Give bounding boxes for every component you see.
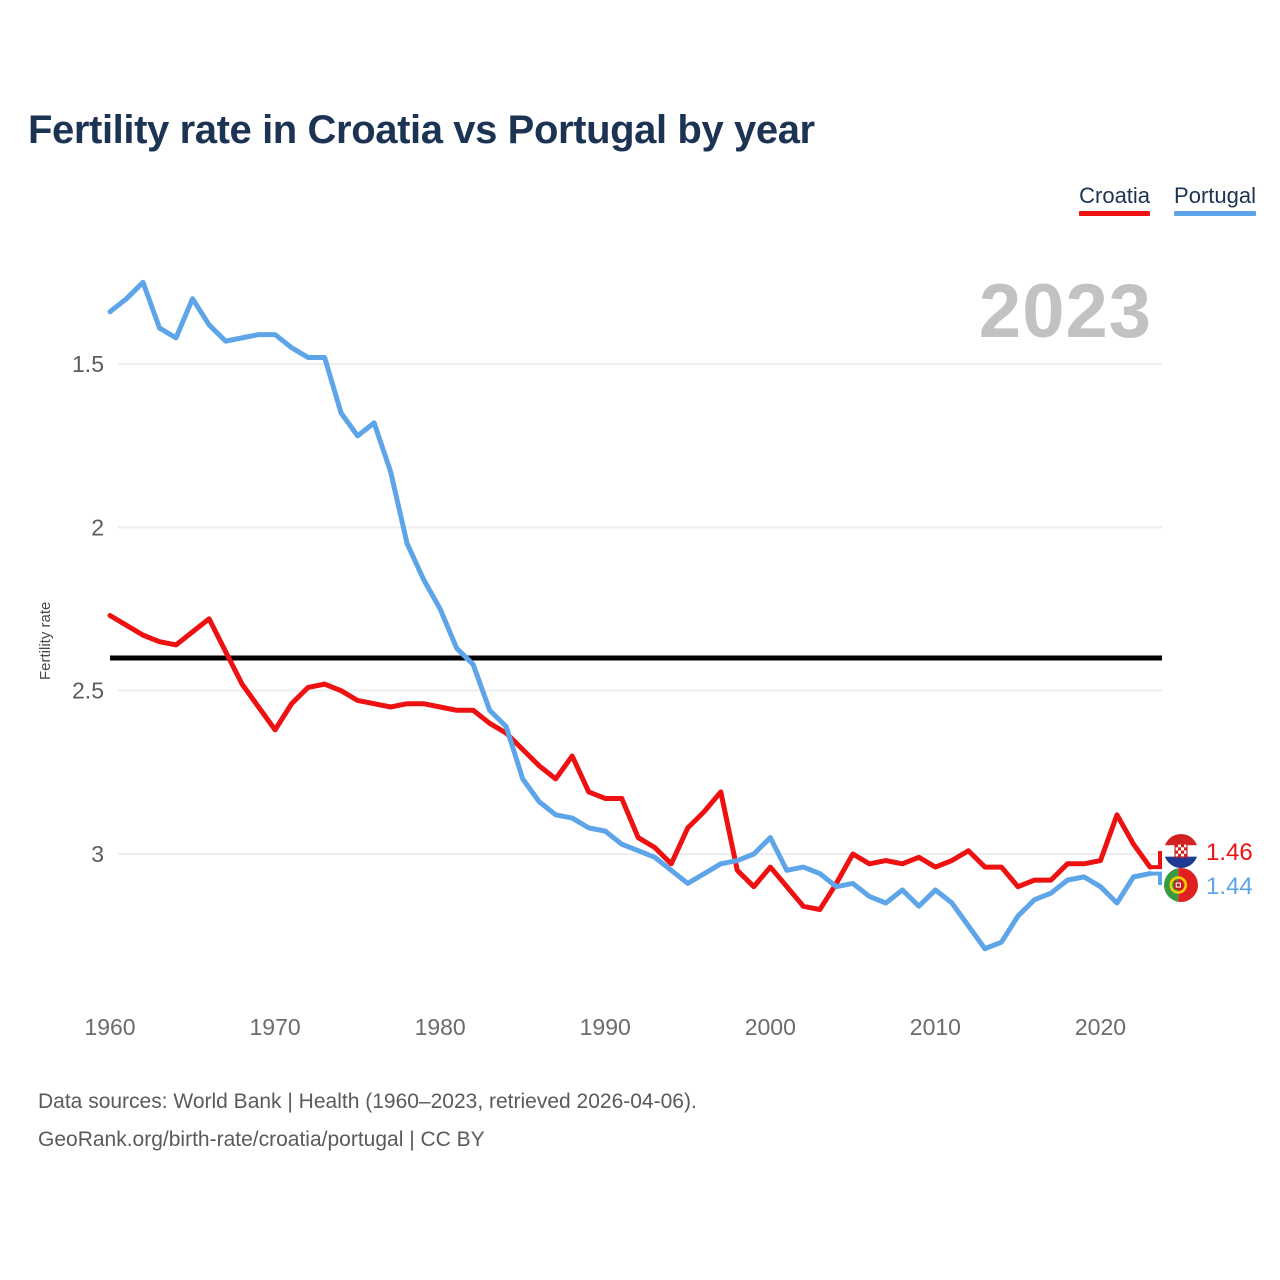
y-tick-label: 2 [91, 514, 104, 540]
y-tick-label: 1.5 [72, 351, 104, 377]
end-markers: 1.46 1.44 [1150, 834, 1253, 902]
legend-item-portugal[interactable]: Portugal [1174, 183, 1256, 216]
legend-label-portugal: Portugal [1174, 183, 1256, 208]
chart-svg: 3 2.5 2 1.5 1960 1970 1980 1990 2000 2010 2020 Fe… [37, 279, 1253, 1040]
legend-swatch-croatia [1079, 211, 1151, 216]
x-tick-label: 2000 [745, 1014, 796, 1040]
footer-line-attribution: GeoRank.org/birth-rate/croatia/portugal … [38, 1128, 485, 1151]
x-tick-label: 1960 [84, 1014, 135, 1040]
legend-label-croatia: Croatia [1079, 183, 1151, 208]
croatia-flag-icon [1164, 834, 1198, 868]
end-connector-portugal [1150, 871, 1162, 885]
legend-swatch-portugal [1174, 211, 1256, 216]
gridlines [118, 363, 1162, 855]
legend-item-croatia[interactable]: Croatia [1079, 183, 1151, 216]
footer: Data sources: World Bank | Health (1960–… [38, 1083, 697, 1159]
end-value-portugal: 1.44 [1206, 873, 1253, 900]
series-lines [107, 279, 1153, 952]
y-tick-label: 3 [91, 841, 104, 867]
portugal-flag-icon [1164, 868, 1198, 902]
y-axis-title: Fertility rate [37, 602, 54, 680]
footer-line-sources: Data sources: World Bank | Health (1960–… [38, 1090, 697, 1113]
chart-legend: Croatia Portugal [1079, 183, 1256, 216]
x-axis-ticks: 1960 1970 1980 1990 2000 2010 2020 [84, 1014, 1126, 1040]
page-title: Fertility rate in Croatia vs Portugal by… [28, 108, 815, 152]
year-watermark: 2023 [978, 269, 1152, 354]
x-tick-label: 1980 [415, 1014, 466, 1040]
x-tick-label: 1970 [249, 1014, 300, 1040]
x-tick-label: 2010 [910, 1014, 961, 1040]
x-tick-label: 2020 [1075, 1014, 1126, 1040]
end-value-croatia: 1.46 [1206, 839, 1253, 866]
series-line-portugal[interactable] [107, 279, 1153, 952]
y-tick-label: 2.5 [72, 678, 104, 704]
plot-area: 3 2.5 2 1.5 1960 1970 1980 1990 2000 2010 2020 Fe… [37, 279, 1253, 1040]
end-connector-croatia [1150, 851, 1162, 870]
x-tick-label: 1990 [580, 1014, 631, 1040]
series-line-croatia[interactable] [107, 613, 1153, 913]
y-axis-ticks: 3 2.5 2 1.5 [72, 351, 104, 867]
